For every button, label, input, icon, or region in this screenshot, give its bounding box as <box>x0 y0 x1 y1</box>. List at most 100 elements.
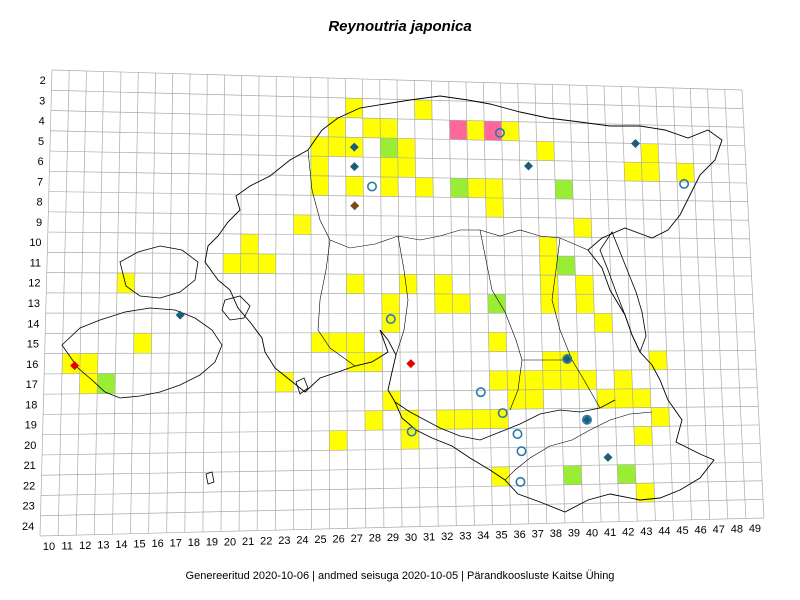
occurrence-cell <box>641 162 660 182</box>
row-label: 17 <box>26 379 38 391</box>
grid-line <box>44 368 757 375</box>
column-label: 21 <box>242 536 254 548</box>
occurrence-cell <box>79 353 98 374</box>
column-label: 18 <box>188 537 200 549</box>
grid-line <box>344 78 349 529</box>
grid-line <box>620 86 638 522</box>
occurrence-cell <box>617 464 636 484</box>
grid-line <box>39 69 53 537</box>
grid-line <box>75 70 87 536</box>
grid-line <box>500 82 511 525</box>
occurrence-cell <box>364 352 383 372</box>
grid-line <box>724 89 747 519</box>
grid-line <box>43 387 758 395</box>
occurrence-cell <box>540 275 559 295</box>
grid-line <box>51 89 743 109</box>
occurrence-cell <box>536 141 555 161</box>
grid-lines-layer <box>39 69 765 537</box>
occurrence-ring-marker <box>406 426 417 437</box>
grid-line <box>569 84 584 523</box>
occurrence-cell <box>539 236 558 257</box>
occurrence-diamond-marker <box>630 138 640 148</box>
column-label: 12 <box>79 540 91 552</box>
grid-line <box>42 424 760 436</box>
row-label: 23 <box>23 501 35 513</box>
row-label: 24 <box>22 521 34 533</box>
grid-line <box>44 350 756 355</box>
occurrence-ring-marker <box>515 476 526 487</box>
occurrence-ring-marker <box>512 428 523 439</box>
occurrence-cell <box>489 370 508 391</box>
row-label: 19 <box>25 420 37 432</box>
occurrence-diamond-marker <box>603 452 613 462</box>
grid-line <box>112 71 122 535</box>
occurrence-cell <box>436 409 455 430</box>
occurrence-cell <box>507 370 526 390</box>
grid-line <box>51 69 743 91</box>
occurrence-cell <box>116 272 135 294</box>
row-label: 6 <box>38 156 44 168</box>
column-label: 43 <box>640 526 652 538</box>
occurrence-cell <box>400 410 419 430</box>
island-saaremaa <box>61 307 223 399</box>
grid-line <box>396 79 403 528</box>
grid-line <box>431 80 439 527</box>
occurrence-cell <box>345 176 364 197</box>
grid-line <box>327 77 330 529</box>
occurrence-cell <box>240 233 259 254</box>
occurrence-cell <box>472 409 491 429</box>
grid-line <box>57 70 70 536</box>
occurrence-cell <box>650 407 670 427</box>
occurrence-cell <box>563 465 582 485</box>
grid-line <box>49 170 747 184</box>
occurrence-ring-marker <box>385 314 396 325</box>
column-label: 16 <box>152 538 164 550</box>
row-label: 15 <box>27 339 39 351</box>
grid-line <box>603 85 620 522</box>
occurrence-cell <box>488 332 507 352</box>
row-label: 13 <box>28 298 40 310</box>
grid-line <box>42 443 761 456</box>
occurrence-cell <box>466 120 485 141</box>
occurrence-cell <box>557 256 576 276</box>
occurrence-cell <box>633 426 653 446</box>
column-label: 44 <box>658 525 670 537</box>
occurrence-ring-marker <box>475 387 486 398</box>
column-label: 39 <box>568 528 580 540</box>
row-label: 20 <box>24 440 36 452</box>
column-label: 46 <box>695 525 707 537</box>
occurrence-cell <box>397 157 416 178</box>
occurrence-cell <box>380 157 399 178</box>
occurrence-cell <box>364 410 383 431</box>
column-label: 10 <box>43 541 55 553</box>
grid-line <box>689 88 711 520</box>
island-ruhnu <box>205 471 215 485</box>
occurrence-cell <box>329 430 348 451</box>
occurrence-diamond-marker <box>582 415 592 425</box>
map-title: Reynoutria japonica <box>328 18 472 35</box>
occurrence-cell <box>310 175 329 196</box>
column-label: 25 <box>314 534 326 546</box>
column-label: 34 <box>477 530 489 542</box>
grid-line <box>256 75 260 531</box>
occurrence-cell <box>258 253 276 274</box>
county-borders <box>307 149 653 481</box>
occurrence-diamond-marker <box>406 359 416 369</box>
grid-line <box>48 211 749 221</box>
occurrence-cell <box>614 388 634 408</box>
grid-line <box>238 75 243 532</box>
column-label: 28 <box>369 533 381 545</box>
occurrence-cell <box>222 253 241 274</box>
column-label: 26 <box>333 534 345 546</box>
grid-line <box>47 231 750 240</box>
row-label: 5 <box>38 136 44 148</box>
occurrence-cell <box>415 177 434 198</box>
column-label: 32 <box>441 531 453 543</box>
occurrence-diamond-marker <box>562 354 572 364</box>
grid-line <box>46 292 753 296</box>
grid-line <box>202 74 208 532</box>
column-label: 14 <box>115 539 127 551</box>
occurrence-cell <box>542 370 562 390</box>
column-label: 48 <box>731 524 743 536</box>
